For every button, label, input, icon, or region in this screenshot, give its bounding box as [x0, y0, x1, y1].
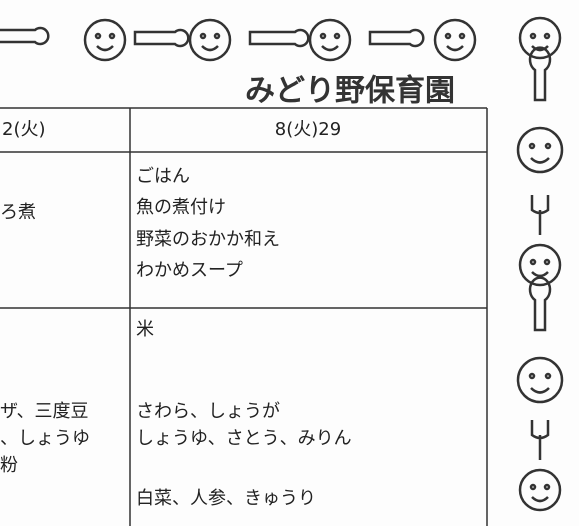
top-border — [0, 16, 562, 62]
cell-line: わかめスープ — [136, 260, 243, 281]
cell-line: 魚の煮付け — [136, 197, 226, 218]
side-border — [516, 46, 564, 512]
column-header: 8(火)29 — [275, 119, 341, 140]
cell-line: 白菜、人参、きゅうり — [136, 488, 316, 509]
cell-line: 野菜のおかか和え — [136, 229, 280, 250]
title: みどり野保育園 — [245, 74, 455, 109]
cell-line: 粉 — [0, 455, 18, 476]
cell-line: 米 — [136, 319, 154, 340]
cell-line: 、しょうゆ — [0, 428, 90, 449]
cell-line: ザ、三度豆 — [0, 401, 89, 422]
cell-line: しょうゆ、さとう、みりん — [136, 428, 352, 449]
cell-line: ろ煮 — [0, 202, 36, 223]
cell-line: ごはん — [136, 166, 190, 187]
cell-line: さわら、しょうが — [136, 401, 280, 422]
column-header: 2(火) — [2, 119, 46, 140]
table-lines — [0, 107, 488, 526]
